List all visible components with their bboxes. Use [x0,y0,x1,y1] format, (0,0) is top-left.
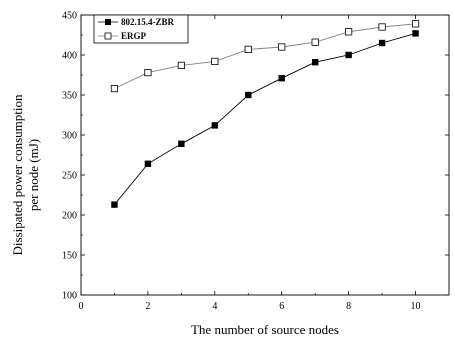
data-point [311,38,319,46]
plot-border [80,14,450,296]
x-tick-label: 8 [346,301,351,312]
data-point [345,51,352,59]
x-tick-label: 2 [145,301,150,312]
x-tick-label: 10 [411,301,421,312]
series-layer [110,20,420,208]
y-tick-label: 100 [62,291,77,302]
data-point [245,91,252,99]
y-tick-label: 350 [62,91,77,102]
legend: 802.15.4-ZBR ERGP [93,14,189,44]
series-line [114,23,416,90]
x-axis-title: The number of source nodes [191,322,339,337]
data-point [178,140,185,147]
series-line [114,32,416,205]
y-tick-label: 450 [62,11,77,22]
data-point [378,23,386,31]
data-point [345,28,353,36]
y-tick-label: 400 [62,51,77,62]
y-tick-label: 150 [62,251,77,262]
legend-marker-zbr [105,19,111,25]
legend-label-zbr: 802.15.4-ZBR [121,17,175,27]
legend-marker-ergp [104,32,112,40]
data-point [211,122,219,129]
y-tick-label: 250 [62,171,77,182]
data-point [244,45,252,54]
data-point [111,201,118,208]
y-tick-label: 300 [62,131,77,142]
data-point [177,61,185,70]
data-point [378,39,386,47]
y-axis-title-line-2: per node (mJ) [26,139,41,211]
plot-frame [80,14,450,296]
data-point [211,57,219,66]
y-tick-label: 200 [62,211,77,222]
x-tick-label: 0 [79,301,84,312]
data-point [278,43,286,51]
data-point [411,20,420,28]
data-point [144,160,152,167]
legend-label-ergp: ERGP [121,31,147,41]
x-tick-label: 4 [212,301,217,312]
data-point [311,59,319,66]
series-0 [111,30,419,208]
data-point [278,75,285,82]
data-point [412,30,419,37]
y-axis-title-line-1: Dissipated power consumption [10,94,25,256]
series-1 [110,20,420,93]
data-point [144,69,152,77]
data-point [110,85,119,93]
axis-ticks: 0 2 4 6 8 10 100 150 200 250 300 350 400 450 [62,11,449,312]
x-tick-label: 6 [279,301,284,312]
